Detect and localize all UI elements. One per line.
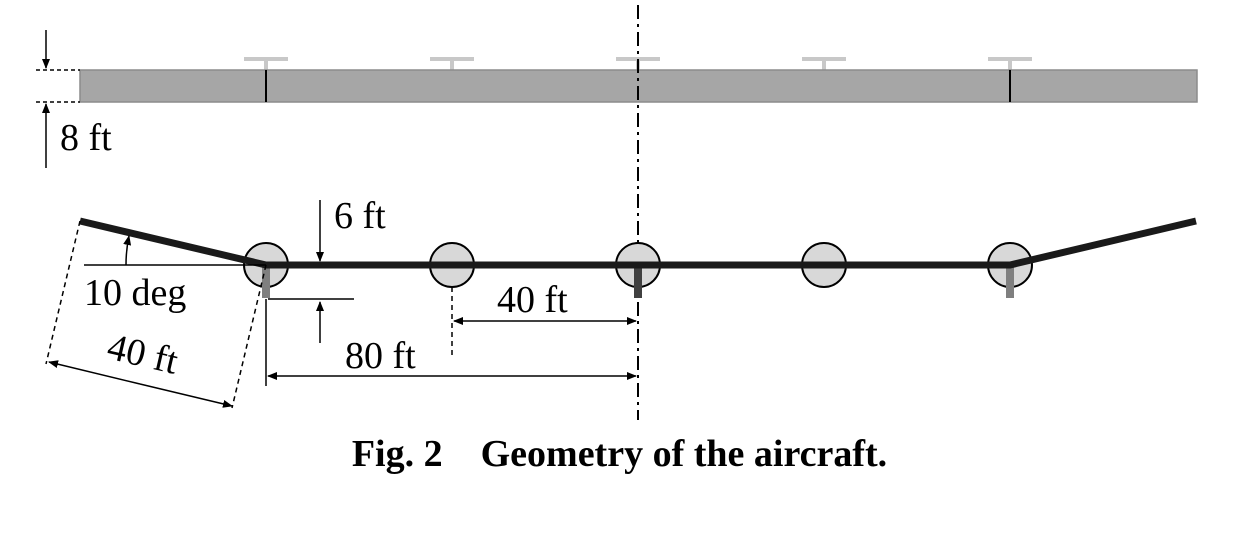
- label-dihedral-angle: 10 deg: [84, 272, 186, 314]
- offset-dimension: 6 ft: [268, 195, 386, 343]
- label-dihedral-offset: 6 ft: [334, 195, 386, 237]
- half-span-dimension: 80 ft: [265, 299, 637, 386]
- label-half-span: 80 ft: [345, 335, 416, 377]
- caption-gap: [443, 433, 481, 475]
- thickness-dimension: 8 ft: [36, 30, 112, 168]
- caption-number: Fig. 2: [351, 433, 443, 475]
- label-wing-thickness: 8 ft: [60, 117, 112, 159]
- label-inner-spacing: 40 ft: [497, 279, 568, 321]
- front-view: 10 deg 6 ft 40 ft 40 ft 80: [45, 195, 1197, 409]
- figure-caption: Fig. 2 Geometry of the aircraft.: [0, 432, 1239, 476]
- top-view: 8 ft: [36, 30, 1198, 168]
- caption-text: Geometry of the aircraft.: [480, 433, 888, 475]
- outer-panel-dimension: 40 ft: [45, 220, 267, 409]
- strut-center: [634, 265, 642, 298]
- inner-spacing-dimension: 40 ft: [451, 279, 637, 355]
- wing-spar: [79, 217, 1197, 269]
- label-outer-panel-length: 40 ft: [104, 326, 183, 383]
- strut-left: [262, 265, 270, 298]
- strut-right: [1006, 265, 1014, 298]
- aircraft-geometry-diagram: 8 ft 10 deg 6 ft: [36, 5, 1198, 420]
- dihedral-angle-arc: [123, 235, 132, 266]
